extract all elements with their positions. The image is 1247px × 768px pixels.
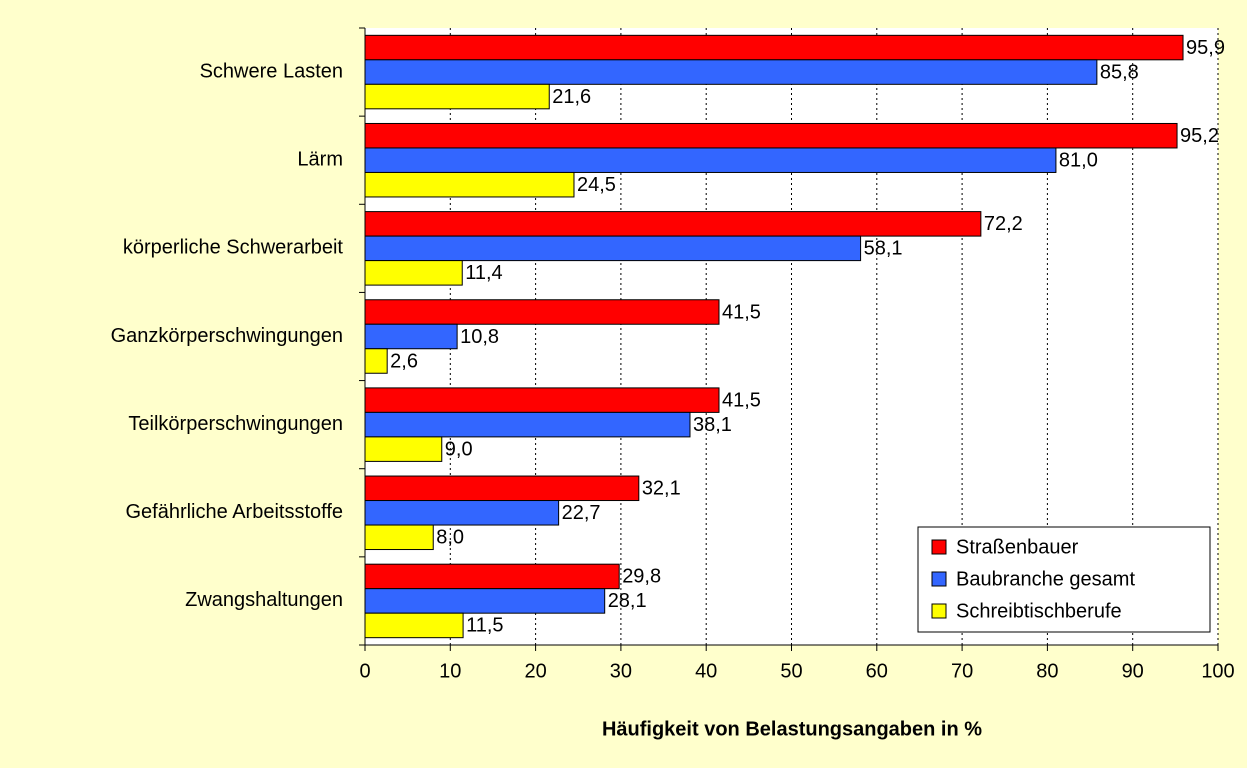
value-label: 10,8 [460, 326, 499, 348]
value-label: 41,5 [722, 389, 761, 411]
value-label: 38,1 [693, 414, 732, 436]
value-label: 85,8 [1100, 61, 1139, 83]
value-label: 58,1 [864, 238, 903, 260]
bar [364, 500, 560, 526]
x-tick-label: 0 [359, 660, 370, 682]
x-tick-label: 30 [610, 660, 632, 682]
x-tick-label: 10 [439, 660, 461, 682]
value-label: 95,9 [1186, 37, 1225, 59]
x-tick-label: 50 [780, 660, 802, 682]
value-label: 22,7 [562, 502, 601, 524]
x-tick-label: 70 [951, 660, 973, 682]
value-label: 11,5 [466, 615, 503, 637]
legend-label: Straßenbauer [956, 536, 1079, 558]
bar [364, 34, 1184, 61]
bar [364, 436, 443, 462]
bar [364, 59, 1098, 85]
x-tick-label: 100 [1201, 660, 1234, 682]
x-axis-label: Häufigkeit von Belastungsangaben in % [602, 718, 982, 740]
x-tick-label: 60 [866, 660, 888, 682]
value-label: 11,4 [465, 262, 502, 284]
bar [364, 475, 640, 502]
bar [364, 612, 464, 639]
value-label: 41,5 [722, 301, 761, 323]
value-label: 8,0 [436, 527, 464, 549]
bar [364, 83, 550, 110]
bar [364, 563, 620, 590]
bar [364, 171, 575, 198]
value-label: 32,1 [642, 478, 681, 500]
bar [364, 323, 458, 350]
bar [364, 122, 1178, 149]
x-tick-label: 40 [695, 660, 717, 682]
value-label: 2,6 [390, 350, 418, 372]
bar [364, 260, 463, 286]
bar [364, 299, 720, 325]
y-tick-label: Zwangshaltungen [185, 589, 343, 611]
legend-box [917, 526, 1211, 633]
bar [364, 524, 434, 551]
y-tick-label: Ganzkörperschwingungen [111, 325, 343, 347]
bar [364, 211, 982, 237]
legend-swatch [931, 603, 947, 619]
y-tick-label: Teilkörperschwingungen [128, 413, 343, 435]
bar [364, 588, 606, 614]
value-label: 9,0 [445, 438, 473, 460]
value-label: 24,5 [577, 174, 616, 196]
bar [364, 348, 388, 374]
bar [364, 147, 1057, 173]
value-label: 21,6 [552, 86, 591, 108]
y-tick-label: Lärm [297, 148, 343, 170]
legend-swatch [931, 539, 947, 555]
x-tick-label: 90 [1122, 660, 1144, 682]
value-label: 95,2 [1180, 125, 1219, 147]
x-tick-label: 80 [1036, 660, 1058, 682]
y-tick-label: körperliche Schwerarbeit [123, 237, 344, 259]
value-label: 72,2 [984, 213, 1023, 235]
y-tick-label: Schwere Lasten [200, 60, 343, 82]
legend-label: Schreibtischberufe [956, 600, 1122, 622]
y-tick-label: Gefährliche Arbeitsstoffe [125, 501, 343, 523]
value-label: 28,1 [608, 590, 647, 612]
legend-label: Baubranche gesamt [956, 568, 1135, 590]
value-label: 81,0 [1059, 149, 1098, 171]
legend-swatch [931, 571, 947, 587]
x-tick-label: 20 [524, 660, 546, 682]
bar [364, 235, 862, 262]
bar [364, 387, 720, 413]
value-label: 29,8 [622, 566, 661, 588]
bar [364, 411, 691, 438]
